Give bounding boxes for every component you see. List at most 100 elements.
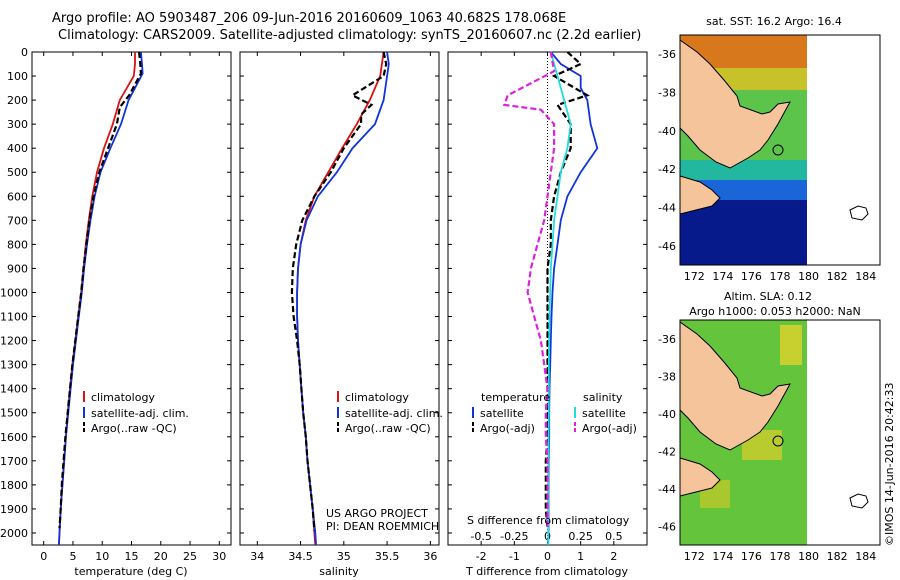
temperature-xtick-label: 10 [95, 550, 109, 563]
figure-title-line2: Climatology: CARS2009. Satellite-adjuste… [58, 28, 642, 43]
sla-map-lat-label: -40 [658, 408, 676, 421]
s-difference-tick-label: 0.25 [568, 530, 593, 543]
depth-tick-label: 1100 [0, 311, 28, 324]
depth-tick-label: 700 [7, 214, 28, 227]
depth-tick-label: 100 [7, 70, 28, 83]
legend-label-climatology: climatology [345, 391, 409, 404]
s-difference-label: S difference from climatology [467, 514, 630, 527]
sst-map-frame [679, 34, 881, 266]
figure-title-line1: Argo profile: AO 5903487_206 09-Jun-2016… [52, 11, 567, 26]
sla-map-lat-label: -42 [658, 445, 676, 458]
sla-map-lon-label: 174 [712, 550, 733, 563]
difference-xtick-label: -2 [476, 550, 487, 563]
sst-map [680, 35, 880, 265]
south-island-land [680, 175, 721, 215]
temperature-series-argo-raw-qc [58, 51, 143, 529]
legend-header-temperature: temperature [481, 391, 550, 404]
depth-tick-label: 800 [7, 238, 28, 251]
salinity-axis-label: salinity [319, 565, 359, 578]
sla-map-lon-label: 180 [798, 550, 819, 563]
depth-tick-label: 1900 [0, 503, 28, 516]
salinity-series-argo-raw-qc [290, 51, 388, 531]
south-island-land [680, 457, 721, 497]
sst-map-lat-label: -40 [658, 125, 676, 138]
sla-map-frame [679, 319, 881, 546]
chatham-island-land [849, 493, 869, 509]
salinity-xtick-label: 36 [423, 550, 437, 563]
sst-map-lat-label: -46 [658, 240, 676, 253]
depth-tick-label: 1000 [0, 286, 28, 299]
north-island-land [680, 321, 791, 451]
sst-map-lon-label: 182 [827, 270, 848, 283]
depth-tick-label: 900 [7, 262, 28, 275]
sst-band-navy [680, 200, 807, 265]
sst-map-lat-label: -44 [658, 202, 676, 215]
salinity-plot-frame [239, 51, 440, 546]
t-difference-axis-label: T difference from climatology [465, 565, 628, 578]
sst-map-lat-label: -38 [658, 87, 676, 100]
depth-tick-label: 300 [7, 118, 28, 131]
salinity-series-satellite-adj-clim [296, 51, 390, 546]
temperature-legend: climatology satellite-adj. clim. Argo(..… [83, 391, 189, 435]
legend-label-climatology: climatology [91, 391, 155, 404]
sla-land-mask [807, 320, 880, 545]
depth-tick-label: 1400 [0, 383, 28, 396]
salinity-series-climatology [296, 51, 385, 546]
temperature-xtick-label: 25 [183, 550, 197, 563]
s-difference-tick-label: -0.5 [470, 530, 491, 543]
difference-series-salinity-argo-adj [502, 51, 556, 529]
s-difference-tick-label: -0.25 [500, 530, 528, 543]
depth-tick-label: 2000 [0, 527, 28, 540]
depth-tick-label: 400 [7, 142, 28, 155]
legend-label-sal-argo: Argo(-adj) [582, 422, 637, 435]
difference-xtick-label: 0 [544, 550, 551, 563]
sla-map [680, 320, 880, 545]
temperature-series-satellite-adj-clim [58, 51, 144, 546]
sla-map-lon-label: 176 [741, 550, 762, 563]
temperature-series-climatology [58, 52, 136, 546]
depth-tick-label: 1600 [0, 431, 28, 444]
sst-map-title: sat. SST: 16.2 Argo: 16.4 [706, 15, 842, 28]
difference-xtick-label: 2 [610, 550, 617, 563]
sst-map-lon-label: 180 [798, 270, 819, 283]
depth-tick-label: 1300 [0, 359, 28, 372]
difference-series-temperature-argo-adj [544, 51, 590, 529]
legend-label-temp-satellite: satellite [480, 407, 524, 420]
north-island-land [680, 39, 791, 169]
s-difference-tick-label: 0.5 [605, 530, 623, 543]
project-annotation-line1: US ARGO PROJECT [326, 507, 428, 520]
depth-tick-label: 600 [7, 190, 28, 203]
difference-series-temperature-satellite [547, 51, 599, 546]
temperature-xtick-label: 0 [40, 550, 47, 563]
sla-map-title-line2: Argo h1000: 0.053 h2000: NaN [689, 305, 861, 318]
salinity-xtick-label: 34.5 [288, 550, 313, 563]
sla-map-lat-label: -46 [658, 520, 676, 533]
sst-map-lat-label: -42 [658, 163, 676, 176]
salinity-xtick-label: 35.5 [375, 550, 400, 563]
argo-position-marker [772, 144, 784, 156]
legend-label-satellite: satellite-adj. clim. [91, 407, 189, 420]
sla-yellow-patch [780, 325, 802, 365]
sst-land-mask [807, 35, 880, 265]
project-annotation-line2: PI: DEAN ROEMMICH [326, 520, 439, 533]
depth-tick-label: 0 [21, 46, 28, 59]
imos-credit: ©IMOS 14-Jun-2016 20:42:33 [883, 382, 896, 546]
temperature-plot-frame [31, 51, 232, 546]
sla-map-lon-label: 182 [827, 550, 848, 563]
difference-legend: temperature salinity satellite Argo(-adj… [472, 391, 637, 435]
temperature-axis-label: temperature (deg C) [74, 565, 187, 578]
argo-position-marker [772, 435, 784, 447]
sla-map-lon-label: 172 [684, 550, 705, 563]
temperature-xtick-label: 15 [125, 550, 139, 563]
sst-map-lon-label: 174 [712, 270, 733, 283]
depth-tick-label: 500 [7, 166, 28, 179]
legend-label-temp-argo: Argo(-adj) [480, 422, 535, 435]
sst-map-lat-label: -36 [658, 48, 676, 61]
depth-tick-label: 1800 [0, 479, 28, 492]
legend-label-sal-satellite: satellite [582, 407, 626, 420]
sst-map-lon-label: 176 [741, 270, 762, 283]
sla-map-title-line1: Altim. SLA: 0.12 [724, 290, 812, 303]
sla-map-lon-label: 178 [770, 550, 791, 563]
depth-tick-label: 200 [7, 94, 28, 107]
